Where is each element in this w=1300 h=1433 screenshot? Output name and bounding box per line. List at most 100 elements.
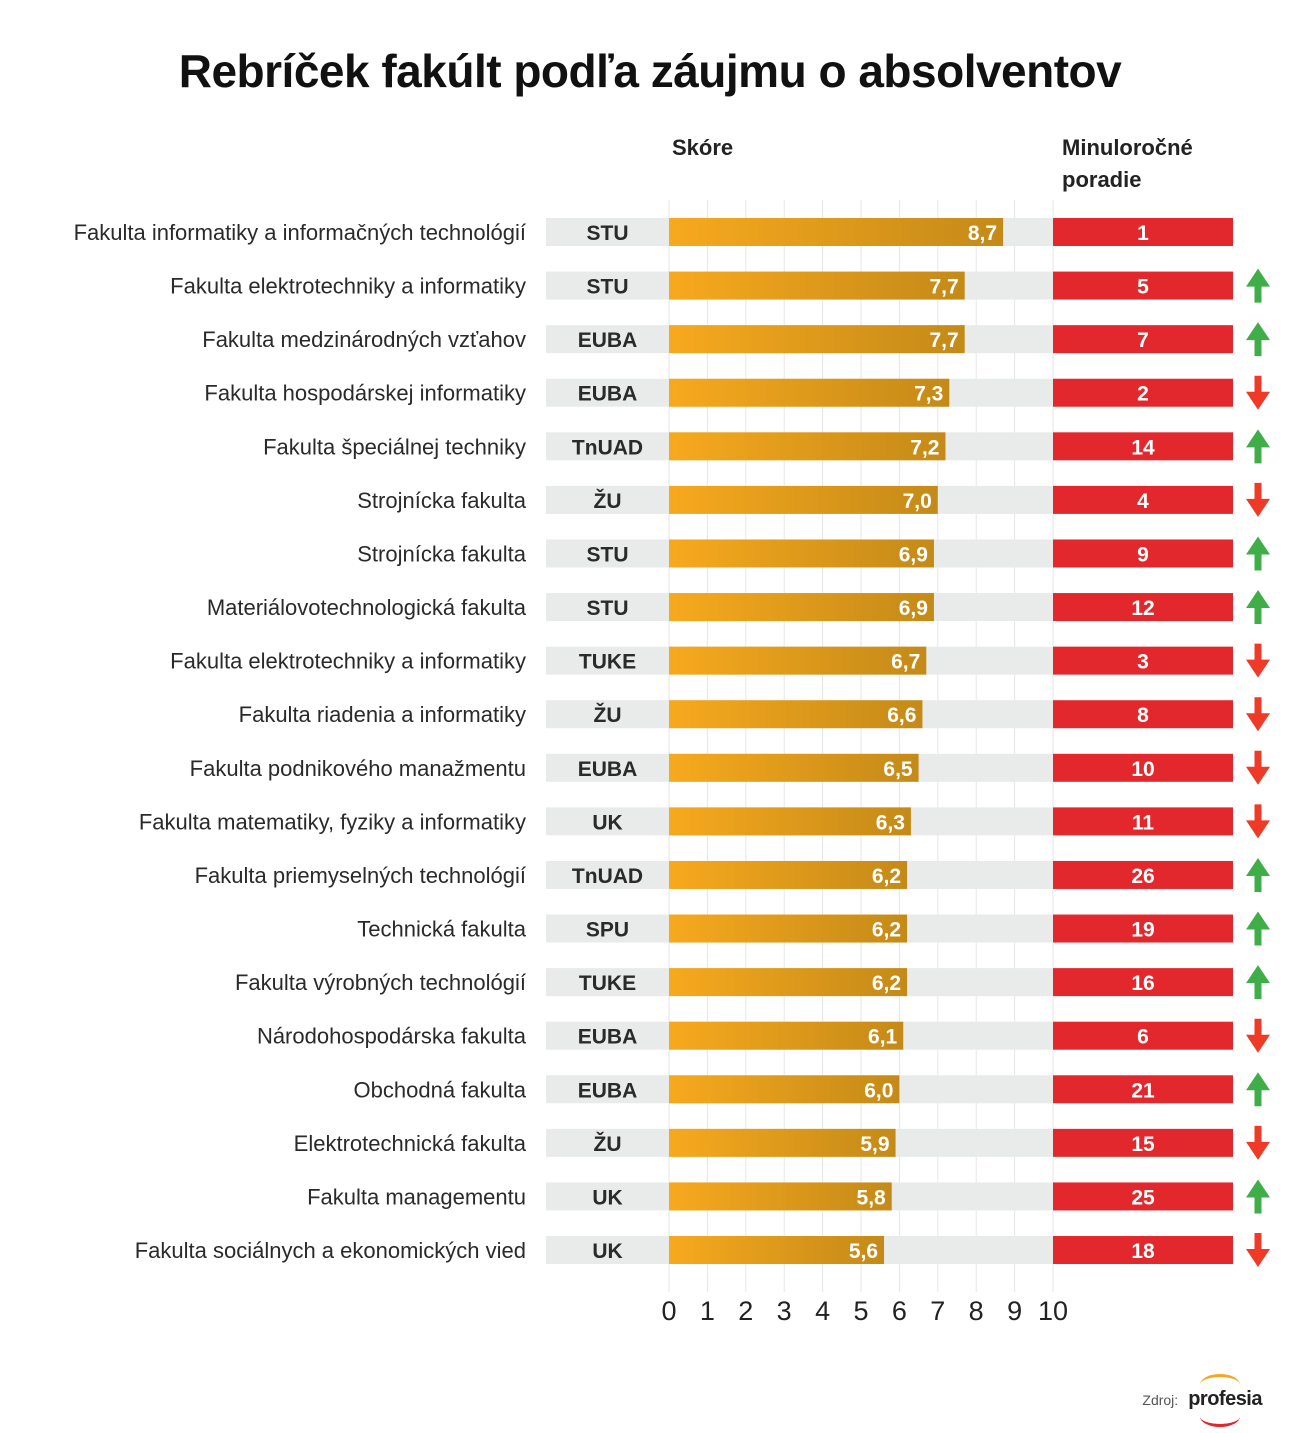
last-year-rank-badge	[1053, 432, 1233, 461]
chart-row: Technická fakulta SPU 6,2 19	[357, 911, 1270, 946]
chart-row: Strojnícka fakulta ŽU 7,0 4	[357, 482, 1270, 517]
arrow-down-icon	[1246, 697, 1270, 732]
score-value-label: 6,6	[887, 704, 916, 727]
faculty-label: Fakulta hospodárskej informatiky	[204, 381, 526, 406]
arrow-down-icon	[1246, 750, 1270, 785]
last-year-rank-value: 5	[1137, 276, 1149, 299]
faculty-label: Fakulta medzinárodných vzťahov	[202, 327, 526, 352]
chart-row: Fakulta matematiky, fyziky a informatiky…	[139, 804, 1270, 839]
x-tick-label: 1	[700, 1296, 715, 1326]
chart-row: Elektrotechnická fakulta ŽU 5,9 15	[294, 1125, 1270, 1160]
university-badge-bg	[546, 485, 669, 514]
university-label: EUBA	[578, 758, 638, 781]
faculty-label: Fakulta riadenia a informatiky	[239, 702, 526, 727]
score-bar	[669, 753, 919, 782]
faculty-label: Technická fakulta	[357, 917, 527, 942]
last-year-rank-value: 6	[1137, 1026, 1149, 1049]
university-label: TUKE	[579, 651, 636, 674]
score-value-label: 6,7	[891, 651, 920, 674]
chart-row: Fakulta podnikového manažmentu EUBA 6,5 10	[190, 750, 1270, 785]
arrow-down-icon	[1246, 804, 1270, 839]
score-bar	[669, 807, 911, 836]
score-value-label: 6,9	[899, 543, 928, 566]
arrow-up-icon	[1246, 965, 1270, 1000]
arrow-up-icon	[1246, 1179, 1270, 1214]
last-year-rank-badge	[1053, 271, 1233, 300]
university-badge-bg	[546, 700, 669, 729]
score-bar	[669, 593, 934, 622]
chart-title: Rebríček fakúlt podľa záujmu o absolvent…	[178, 45, 1122, 97]
university-label: ŽU	[594, 703, 622, 727]
university-badge-bg	[546, 1236, 669, 1265]
x-tick-label: 10	[1038, 1296, 1068, 1326]
last-year-rank-badge	[1053, 753, 1233, 782]
last-year-rank-badge	[1053, 378, 1233, 407]
x-tick-label: 5	[853, 1296, 868, 1326]
university-badge-bg	[546, 378, 669, 407]
score-bar	[669, 1182, 892, 1211]
university-badge-bg	[546, 1182, 669, 1211]
university-badge-bg	[546, 271, 669, 300]
x-tick-label: 4	[815, 1296, 830, 1326]
chart-row: Fakulta hospodárskej informatiky EUBA 7,3 2	[204, 375, 1270, 410]
chart-row: Fakulta elektrotechniky a informatiky STU…	[170, 268, 1270, 303]
source-label: Zdroj:	[1142, 1391, 1179, 1408]
last-year-rank-value: 15	[1131, 1133, 1155, 1156]
chart-row: Fakulta špeciálnej techniky TnUAD 7,2 14	[263, 429, 1270, 464]
score-value-label: 7,7	[929, 329, 958, 352]
score-bar	[669, 914, 908, 943]
last-year-rank-value: 3	[1137, 651, 1149, 674]
faculty-label: Strojnícka fakulta	[357, 488, 527, 513]
score-value-label: 8,7	[968, 222, 997, 245]
university-label: EUBA	[578, 1079, 638, 1102]
university-badge-bg	[546, 539, 669, 568]
university-label: UK	[592, 1186, 622, 1209]
last-year-rank-value: 18	[1131, 1240, 1155, 1263]
last-year-rank-value: 12	[1131, 597, 1154, 620]
last-year-rank-badge	[1053, 1128, 1233, 1157]
university-label: ŽU	[594, 1132, 622, 1156]
chart-row: Fakulta managementu UK 5,8 25	[307, 1179, 1270, 1214]
arrow-up-icon	[1246, 590, 1270, 625]
last-year-rank-badge	[1053, 1075, 1233, 1104]
university-badge-bg	[546, 1021, 669, 1050]
last-year-rank-badge	[1053, 539, 1233, 568]
score-value-label: 7,2	[910, 436, 939, 459]
last-year-rank-header-line1: Minuloročné	[1062, 135, 1193, 160]
score-value-label: 6,2	[872, 865, 901, 888]
chart-row: Fakulta výrobných technológií TUKE 6,2 16	[235, 965, 1270, 1000]
university-label: EUBA	[578, 329, 638, 352]
score-value-label: 5,6	[849, 1240, 878, 1263]
arrow-down-icon	[1246, 375, 1270, 410]
faculty-label: Obchodná fakulta	[354, 1077, 527, 1102]
last-year-rank-badge	[1053, 485, 1233, 514]
last-year-rank-badge	[1053, 968, 1233, 997]
university-label: STU	[587, 597, 629, 620]
faculty-label: Národohospodárska fakulta	[257, 1024, 527, 1049]
last-year-rank-value: 11	[1132, 811, 1155, 834]
university-badge-bg	[546, 432, 669, 461]
score-value-label: 7,3	[914, 383, 943, 406]
arrow-down-icon	[1246, 1125, 1270, 1160]
last-year-rank-value: 16	[1131, 972, 1154, 995]
last-year-rank-value: 26	[1131, 865, 1154, 888]
arrow-up-icon	[1246, 1072, 1270, 1107]
logo-arc-bottom	[1200, 1406, 1241, 1427]
last-year-rank-badge	[1053, 593, 1233, 622]
chart-row: Fakulta riadenia a informatiky ŽU 6,6 8	[239, 697, 1270, 732]
university-label: TnUAD	[572, 436, 643, 459]
faculty-label: Fakulta špeciálnej techniky	[263, 434, 526, 459]
university-badge-bg	[546, 753, 669, 782]
score-value-label: 7,7	[929, 276, 958, 299]
faculty-label: Strojnícka fakulta	[357, 541, 527, 566]
score-bar	[669, 700, 923, 729]
faculty-label: Fakulta elektrotechniky a informatiky	[170, 649, 526, 674]
chart-row: Národohospodárska fakulta EUBA 6,1 6	[257, 1018, 1270, 1053]
last-year-rank-badge	[1053, 860, 1233, 889]
university-badge-bg	[546, 860, 669, 889]
score-bar	[669, 1236, 885, 1265]
score-value-label: 6,5	[883, 758, 913, 781]
faculty-label: Fakulta matematiky, fyziky a informatiky	[139, 809, 526, 834]
x-tick-label: 9	[1007, 1296, 1022, 1326]
